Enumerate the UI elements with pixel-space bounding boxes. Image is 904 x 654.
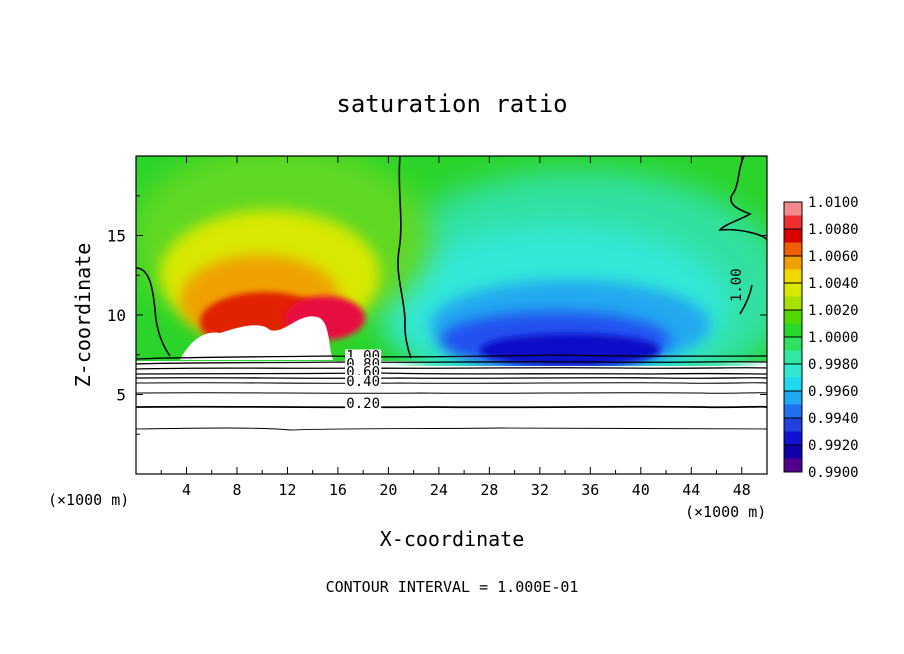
y-ticks: 5 10 15 <box>107 195 767 435</box>
x-tick-label: 12 <box>278 481 296 499</box>
colorbar-swatch <box>784 377 802 392</box>
chart-title: saturation ratio <box>336 90 567 118</box>
x-tick-label: 28 <box>480 481 498 499</box>
x-tick-label: 24 <box>430 481 448 499</box>
x-tick-label: 20 <box>379 481 397 499</box>
colorbar-tick-label: 1.0000 <box>808 330 859 346</box>
colorbar-swatch <box>784 310 802 324</box>
colorbar-swatch <box>784 458 802 473</box>
colorbar-swatch <box>784 391 802 405</box>
colorbar-tick-label: 0.9960 <box>808 384 859 400</box>
contour-labels: 1.000.800.600.400.201.00 <box>345 268 745 412</box>
colorbar-tick-label: 1.0040 <box>808 276 859 292</box>
colorbar: 1.0100 1.0080 1.0060 1.0040 1.0020 1.0000 0.99… <box>783 195 859 481</box>
colorbar-swatch <box>784 337 802 351</box>
x-unit-right: (×1000 m) <box>685 503 766 521</box>
colorbar-swatch <box>784 215 802 230</box>
colorbar-tick-label: 0.9900 <box>808 465 859 481</box>
contour-interval-note: CONTOUR INTERVAL = 1.000E-01 <box>326 578 579 596</box>
x-tick-label: 8 <box>232 481 241 499</box>
saturation-field <box>136 156 767 366</box>
colorbar-swatch <box>784 202 802 216</box>
y-axis-label: Z-coordinate <box>71 243 95 388</box>
colorbar-swatch <box>784 445 802 459</box>
x-tick-label: 4 <box>182 481 191 499</box>
x-tick-label: 48 <box>733 481 751 499</box>
colorbar-ticks: 1.0100 1.0080 1.0060 1.0040 1.0020 1.0000 0.99… <box>784 195 859 481</box>
colorbar-tick-label: 0.9920 <box>808 438 859 454</box>
colorbar-swatch <box>784 269 802 284</box>
colorbar-swatch <box>784 404 802 419</box>
y-tick-label: 5 <box>116 386 126 405</box>
contour-label: 0.40 <box>346 374 380 390</box>
colorbar-swatches <box>784 202 802 473</box>
colorbar-swatch <box>784 229 802 243</box>
colorbar-swatch <box>784 256 802 270</box>
colorbar-tick-label: 0.9940 <box>808 411 859 427</box>
x-tick-label: 16 <box>329 481 347 499</box>
colorbar-tick-label: 1.0060 <box>808 249 859 265</box>
x-ticks: 4 8 12 16 20 24 28 32 36 40 44 48 <box>160 156 751 499</box>
contour-label: 1.00 <box>729 268 745 302</box>
x-tick-label: 44 <box>682 481 700 499</box>
colorbar-swatch <box>784 283 802 297</box>
colorbar-tick-label: 0.9980 <box>808 357 859 373</box>
colorbar-swatch <box>784 418 802 432</box>
colorbar-tick-label: 1.0020 <box>808 303 859 319</box>
contour-label-bg <box>345 365 382 378</box>
colorbar-swatch <box>784 296 802 311</box>
x-tick-label: 40 <box>632 481 650 499</box>
y-tick-label: 15 <box>107 227 126 246</box>
x-unit-left: (×1000 m) <box>48 491 129 509</box>
x-tick-label: 36 <box>581 481 599 499</box>
colorbar-swatch <box>784 431 802 446</box>
x-axis-label: X-coordinate <box>380 527 525 551</box>
contour-lines-lower <box>136 354 767 431</box>
colorbar-swatch <box>784 364 802 378</box>
x-tick-label: 32 <box>531 481 549 499</box>
contour-lines-upper <box>136 156 767 359</box>
contour-label: 0.20 <box>346 396 380 412</box>
y-tick-label: 10 <box>107 306 126 325</box>
colorbar-swatch <box>784 350 802 365</box>
colorbar-swatch <box>784 242 802 257</box>
contour-label-bg <box>345 374 382 387</box>
colorbar-tick-label: 1.0100 <box>808 195 859 211</box>
colorbar-tick-label: 1.0080 <box>808 222 859 238</box>
contour-label-bg <box>345 397 382 410</box>
colorbar-swatch <box>784 323 802 338</box>
